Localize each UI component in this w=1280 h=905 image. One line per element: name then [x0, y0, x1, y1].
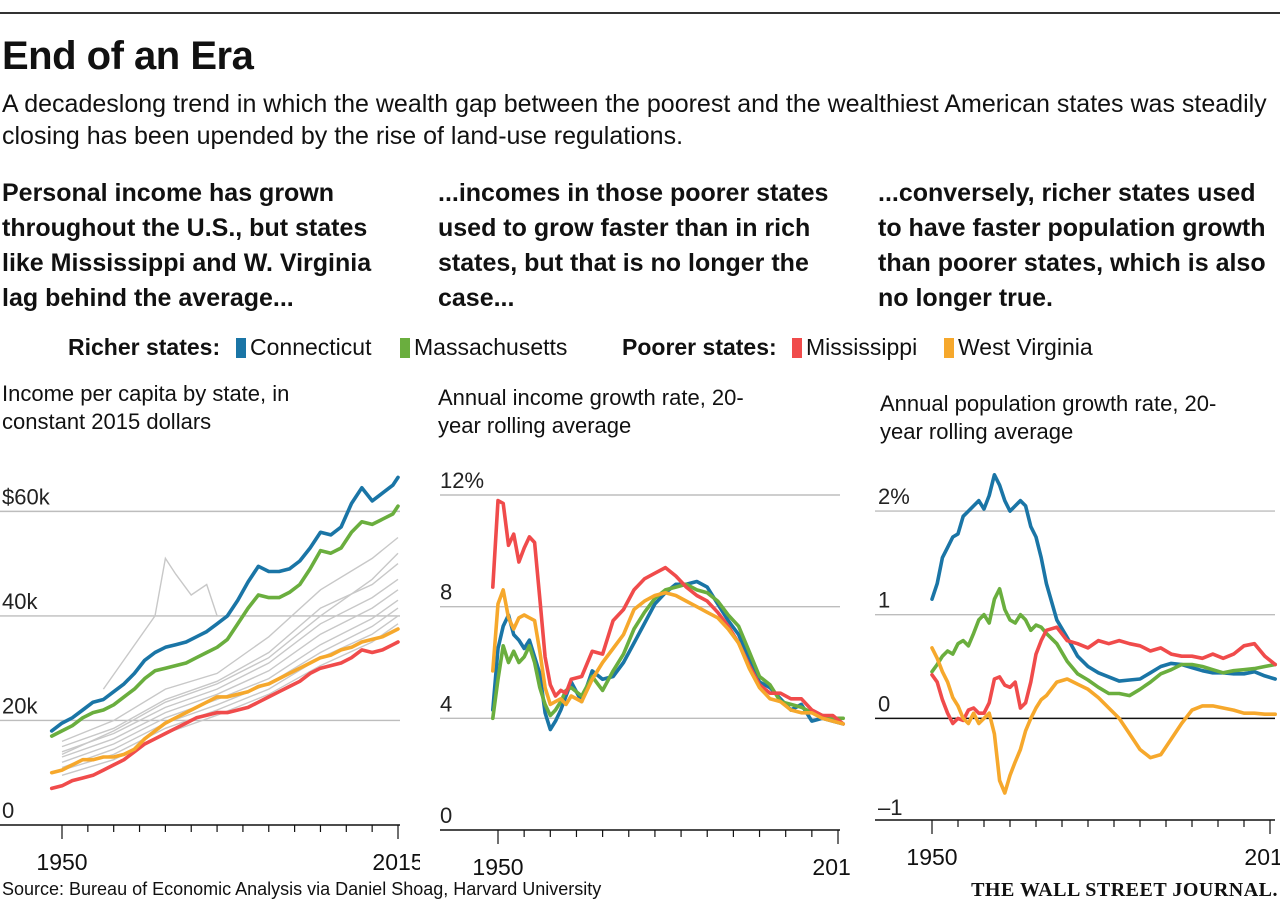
y-tick-label: 8	[440, 580, 452, 605]
series-line-mississippi	[930, 625, 1277, 726]
x-tick-label: 1950	[36, 849, 87, 875]
plot-area	[491, 498, 845, 732]
y-tick-label: 20k	[2, 693, 38, 718]
series-line-mississippi	[491, 498, 845, 726]
legend-item-west-virginia: West Virginia	[944, 334, 1093, 361]
lead-text-2: ...incomes in those poorer states used t…	[438, 179, 829, 312]
y-tick-label: 0	[2, 798, 14, 823]
background-state-line	[61, 563, 399, 748]
lead-text-3: ...conversely, richer states used to hav…	[878, 179, 1266, 312]
background-state-line	[61, 599, 399, 763]
publisher-logo: THE WALL STREET JOURNAL.	[971, 879, 1278, 901]
chart-income-per-capita: 0 20k 40k $60k 1950 2015	[0, 475, 420, 875]
x-axis: 1950 2015	[440, 829, 850, 880]
top-rule	[0, 12, 1280, 14]
source-note: Source: Bureau of Economic Analysis via …	[2, 879, 602, 899]
legend-swatch	[792, 338, 802, 358]
background-state-line	[61, 589, 399, 758]
chart-population-growth: –1 0 1 2% 1950 2015	[875, 473, 1280, 870]
x-axis: 1950 2015	[0, 824, 420, 875]
y-tick-label: 40k	[2, 589, 38, 614]
series-line-connecticut	[49, 475, 400, 733]
chart-3-title: Annual population growth rate, 20-year r…	[880, 391, 1217, 444]
y-tick-label: 0	[878, 691, 890, 716]
plot-area	[930, 473, 1277, 795]
legend-swatch	[236, 338, 246, 358]
legend-richer-label: Richer states:	[68, 334, 221, 360]
legend-label: West Virginia	[958, 334, 1093, 360]
series-line-west-virginia	[491, 588, 845, 726]
legend-label: Massachusetts	[414, 334, 568, 360]
series-line-massachusetts	[491, 582, 845, 721]
legend-item-massachusetts: Massachusetts	[400, 334, 567, 361]
lead-text-1: Personal income has grown throughout the…	[2, 179, 372, 312]
background-state-line	[61, 552, 399, 756]
y-tick-label: 12%	[440, 468, 484, 493]
series-line-connecticut	[930, 473, 1277, 683]
plot-area	[49, 475, 400, 791]
x-tick-label: 2015	[1244, 844, 1280, 870]
y-tick-label: 4	[440, 691, 452, 716]
y-grid: 0 20k 40k $60k	[0, 484, 400, 823]
legend-label: Connecticut	[250, 334, 372, 360]
y-tick-label: 0	[440, 803, 452, 828]
y-tick-label: –1	[878, 795, 902, 820]
y-tick-label: $60k	[2, 484, 51, 509]
chart-1-title: Income per capita by state, in constant …	[2, 381, 290, 434]
y-tick-label: 2%	[878, 484, 910, 509]
y-grid: –1 0 1 2%	[875, 484, 1275, 820]
page-title: End of an Era	[2, 34, 254, 78]
legend-swatch	[944, 338, 954, 358]
x-tick-label: 2015	[372, 849, 420, 875]
legend-swatch	[400, 338, 410, 358]
y-tick-label: 1	[878, 588, 890, 613]
series-line-massachusetts	[49, 504, 400, 738]
background-state-line	[61, 578, 399, 753]
x-tick-label: 1950	[906, 844, 957, 870]
x-axis: 1950 2015	[875, 819, 1280, 870]
chart-income-growth: 0 4 8 12% 1950 2015	[440, 468, 850, 880]
y-grid: 0 4 8 12%	[440, 468, 840, 828]
x-tick-label: 1950	[472, 854, 523, 880]
legend-item-mississippi: Mississippi	[792, 334, 917, 361]
legend-poorer-label: Poorer states:	[622, 334, 777, 360]
background-state-line	[61, 615, 399, 771]
chart-2-title: Annual income growth rate, 20-year rolli…	[438, 385, 744, 438]
x-tick-label: 2015	[812, 854, 850, 880]
series-line-west-virginia	[49, 627, 400, 775]
legend-item-connecticut: Connecticut	[236, 334, 371, 361]
legend: Richer states: Connecticut Massachusetts…	[0, 334, 1280, 366]
background-state-line	[61, 536, 399, 743]
page-subtitle: A decadeslong trend in which the wealth …	[2, 90, 1267, 150]
background-state-line	[102, 556, 218, 690]
series-line-mississippi	[49, 640, 400, 791]
legend-label: Mississippi	[806, 334, 918, 360]
series-line-west-virginia	[930, 646, 1277, 795]
